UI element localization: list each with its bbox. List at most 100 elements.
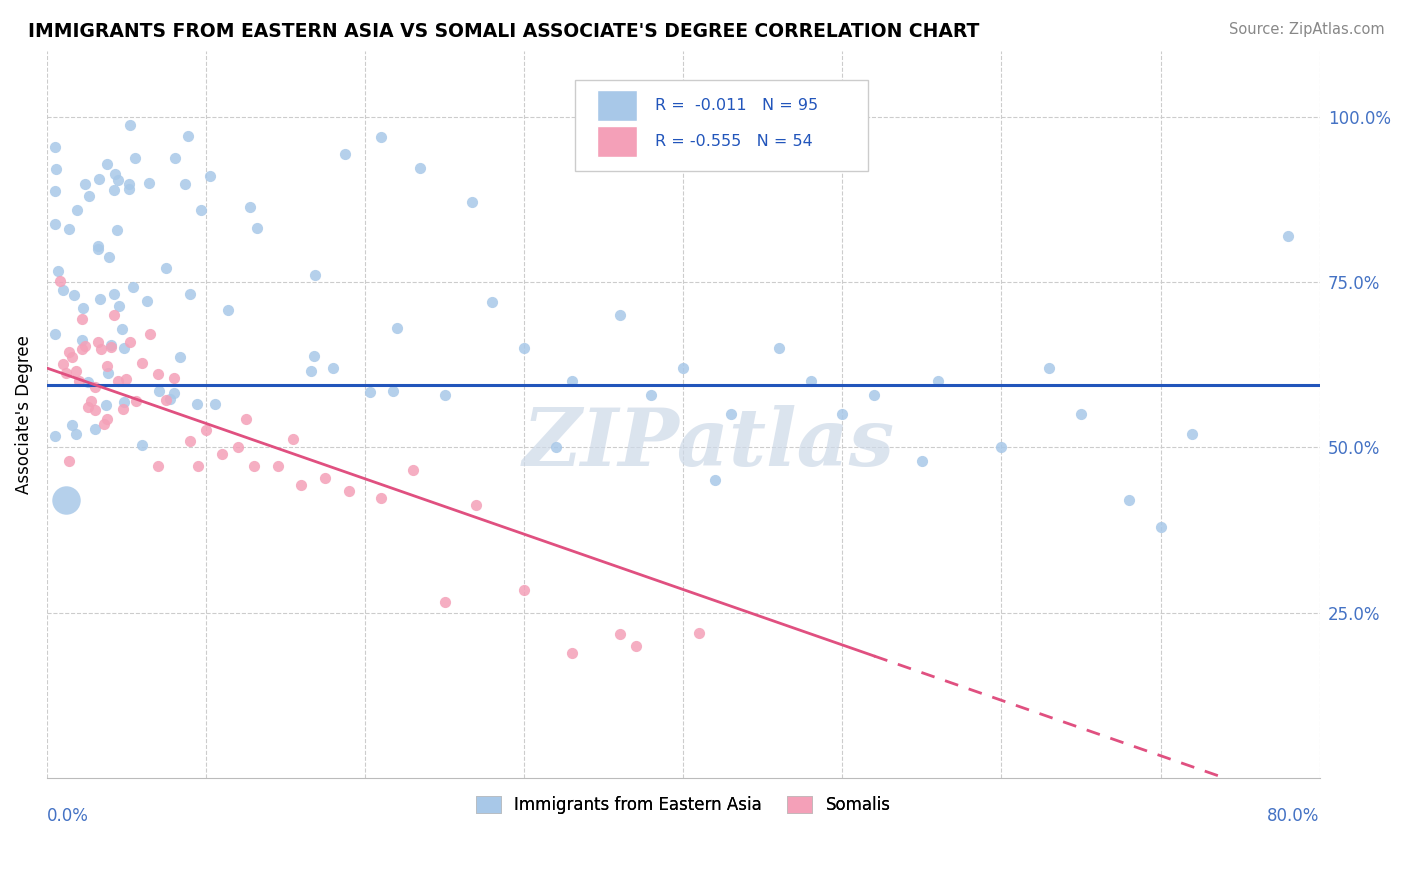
Point bbox=[80, 394, 103, 409]
Point bbox=[86, 242, 108, 256]
Point bbox=[77, 375, 100, 389]
Point bbox=[45, 162, 67, 177]
Point bbox=[96, 359, 118, 373]
Point bbox=[187, 459, 209, 474]
Point bbox=[46, 264, 69, 278]
Point bbox=[302, 349, 325, 363]
Point bbox=[370, 491, 392, 505]
Point bbox=[195, 423, 218, 437]
Point bbox=[1070, 408, 1092, 422]
Point bbox=[96, 157, 118, 171]
Point bbox=[138, 176, 160, 190]
Point bbox=[246, 220, 269, 235]
Point bbox=[238, 200, 260, 214]
Text: R = -0.555   N = 54: R = -0.555 N = 54 bbox=[655, 134, 813, 149]
Point bbox=[190, 203, 212, 218]
FancyBboxPatch shape bbox=[596, 127, 637, 157]
Point bbox=[66, 202, 89, 217]
Point bbox=[704, 474, 727, 488]
Point bbox=[198, 169, 221, 183]
Point bbox=[112, 402, 135, 417]
Text: 80.0%: 80.0% bbox=[1267, 807, 1320, 825]
Point bbox=[409, 161, 432, 175]
Point bbox=[44, 140, 66, 154]
Point bbox=[118, 334, 141, 349]
Point bbox=[624, 639, 647, 653]
Point bbox=[155, 261, 177, 276]
Point bbox=[112, 341, 135, 355]
Point bbox=[173, 177, 195, 191]
Point bbox=[465, 498, 488, 512]
Point bbox=[148, 459, 170, 474]
Point bbox=[148, 368, 170, 382]
Point bbox=[135, 294, 157, 309]
FancyBboxPatch shape bbox=[575, 79, 868, 170]
Point bbox=[433, 387, 456, 401]
Point bbox=[60, 350, 83, 364]
Point bbox=[118, 177, 141, 191]
Point bbox=[688, 625, 710, 640]
Point bbox=[148, 384, 170, 399]
Point bbox=[44, 326, 66, 341]
Point bbox=[217, 303, 239, 318]
Point bbox=[90, 342, 112, 356]
Point bbox=[159, 392, 181, 406]
Point bbox=[1149, 520, 1171, 534]
Y-axis label: Associate's Degree: Associate's Degree bbox=[15, 334, 32, 494]
Point bbox=[67, 374, 90, 388]
Point bbox=[48, 274, 70, 288]
Point bbox=[481, 294, 503, 309]
Point bbox=[322, 361, 344, 376]
Point bbox=[131, 438, 153, 452]
Point bbox=[52, 357, 75, 371]
Point bbox=[77, 189, 100, 203]
Point bbox=[115, 372, 138, 386]
Point bbox=[107, 173, 129, 187]
Point bbox=[385, 321, 408, 335]
Point bbox=[720, 408, 742, 422]
Point bbox=[204, 397, 226, 411]
Point bbox=[58, 222, 80, 236]
Point bbox=[100, 339, 122, 353]
Point bbox=[304, 268, 326, 282]
Point bbox=[1038, 361, 1060, 376]
Point bbox=[177, 129, 200, 144]
Point bbox=[1277, 228, 1299, 243]
Point bbox=[100, 338, 122, 352]
Point bbox=[52, 283, 75, 297]
Point bbox=[87, 335, 110, 350]
Point bbox=[799, 374, 821, 388]
Point bbox=[87, 171, 110, 186]
Point bbox=[103, 308, 125, 322]
Point bbox=[72, 301, 94, 316]
Point bbox=[70, 333, 93, 347]
FancyBboxPatch shape bbox=[596, 90, 637, 120]
Point bbox=[155, 393, 177, 408]
Point bbox=[299, 364, 322, 378]
Point bbox=[242, 458, 264, 473]
Point bbox=[283, 432, 305, 446]
Text: IMMIGRANTS FROM EASTERN ASIA VS SOMALI ASSOCIATE'S DEGREE CORRELATION CHART: IMMIGRANTS FROM EASTERN ASIA VS SOMALI A… bbox=[28, 22, 980, 41]
Point bbox=[75, 339, 97, 353]
Point bbox=[990, 441, 1012, 455]
Point bbox=[561, 374, 583, 388]
Point bbox=[112, 395, 135, 409]
Point bbox=[131, 356, 153, 370]
Point bbox=[831, 408, 853, 422]
Point bbox=[58, 453, 80, 467]
Point bbox=[118, 182, 141, 196]
Point bbox=[83, 403, 105, 417]
Point bbox=[402, 462, 425, 476]
Point bbox=[609, 308, 631, 322]
Point bbox=[544, 441, 567, 455]
Point bbox=[83, 380, 105, 394]
Point bbox=[107, 374, 129, 388]
Point bbox=[118, 118, 141, 132]
Point bbox=[70, 342, 93, 356]
Point bbox=[513, 341, 536, 355]
Point bbox=[211, 447, 233, 461]
Point bbox=[73, 177, 96, 191]
Point bbox=[461, 195, 484, 210]
Point bbox=[911, 453, 934, 467]
Point bbox=[337, 484, 360, 499]
